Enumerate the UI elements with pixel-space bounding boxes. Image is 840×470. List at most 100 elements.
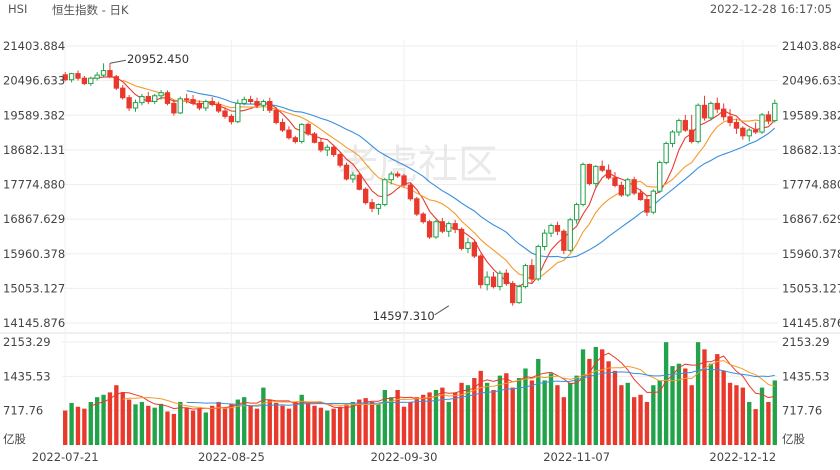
candle-body: [554, 225, 561, 232]
candle-body: [350, 174, 356, 180]
candle: [164, 90, 171, 106]
volume-bar: [580, 349, 586, 445]
candle-body: [541, 232, 548, 248]
volume-bar: [433, 389, 439, 445]
candle-body: [414, 198, 420, 215]
candle-body: [228, 115, 235, 123]
candle: [714, 97, 720, 113]
volume-bars: [63, 342, 777, 445]
price-tick-right: 15053.127: [782, 281, 840, 295]
candle-body: [663, 142, 669, 164]
volume-bar: [759, 387, 765, 445]
candle-body: [279, 121, 286, 131]
price-tick-right: 15960.378: [782, 247, 840, 261]
candle: [529, 259, 535, 283]
date-tick: 2022-09-30: [371, 450, 438, 464]
candle: [612, 172, 618, 188]
volume-bar: [299, 394, 304, 445]
candle-body: [324, 146, 330, 151]
candle: [746, 128, 752, 142]
volume-bar: [107, 392, 113, 445]
candle-body: [765, 114, 772, 122]
volume-bar: [484, 382, 490, 445]
candle-body: [752, 129, 759, 133]
volume-tick-left: 2153.29: [3, 335, 51, 349]
volume-bar: [561, 397, 567, 445]
price-tick-left: 21403.884: [3, 39, 65, 53]
volume-bar: [267, 399, 272, 445]
annotation-leader: [109, 59, 127, 64]
candle-body: [490, 276, 497, 288]
candle-body: [177, 98, 183, 114]
volume-bar: [715, 354, 720, 445]
candle: [618, 181, 625, 197]
candle-body: [478, 255, 484, 286]
candle-body: [522, 265, 529, 288]
candle-body: [62, 74, 68, 81]
volume-bar: [69, 402, 74, 445]
volume-bar: [440, 387, 445, 445]
volume-bar: [663, 342, 669, 445]
volume-bar: [612, 370, 618, 445]
candle-body: [356, 174, 362, 190]
volume-bar: [766, 401, 771, 445]
candle-body: [599, 165, 605, 171]
candle: [375, 203, 382, 215]
volume-bar: [75, 406, 81, 445]
candle-body: [337, 154, 343, 166]
candles: [62, 63, 778, 306]
volume-bar: [273, 402, 279, 445]
candle: [145, 91, 151, 105]
volume-bar: [254, 408, 260, 445]
volume-bar: [491, 389, 496, 445]
candle-body: [331, 146, 337, 156]
candle-body: [164, 92, 171, 104]
candle-body: [433, 221, 439, 238]
volume-bar: [242, 397, 247, 445]
volume-bar: [261, 387, 266, 445]
candle: [752, 122, 759, 134]
volume-bar: [593, 346, 598, 445]
candle: [286, 126, 292, 140]
candle: [343, 162, 350, 181]
volume-bar: [644, 401, 650, 445]
volume-bar: [638, 394, 643, 445]
candle-body: [68, 73, 75, 81]
price-tick-left: 20496.633: [3, 74, 65, 88]
candle-body: [580, 163, 586, 206]
candle-body: [222, 110, 228, 117]
candle-body: [196, 102, 203, 109]
volume-bar: [376, 404, 381, 445]
candle: [107, 63, 113, 79]
price-tick-right: 17774.880: [782, 178, 840, 192]
candle: [273, 107, 279, 125]
price-tick-left: 17774.880: [3, 178, 65, 192]
candle-body: [273, 109, 279, 123]
candle: [689, 114, 695, 144]
volume-bar: [344, 404, 349, 445]
candle-body: [625, 179, 631, 196]
candle-body: [535, 246, 541, 280]
candle-body: [452, 223, 458, 230]
candle-body: [81, 77, 88, 85]
candle: [605, 164, 612, 180]
watermark-text: 老虎社区: [338, 142, 498, 188]
date-tick: 2022-12-12: [709, 450, 776, 464]
volume-bar: [382, 389, 388, 445]
volume-bar: [395, 389, 400, 445]
volume-bar: [389, 397, 394, 445]
volume-bar: [222, 408, 228, 445]
candle: [446, 221, 452, 237]
volume-bar: [625, 382, 630, 445]
candle: [695, 103, 701, 144]
candle: [152, 93, 158, 105]
candle-body: [299, 123, 305, 143]
annotation-leader: [434, 305, 450, 316]
volume-bar: [548, 373, 554, 445]
volume-bar: [235, 399, 240, 445]
candle-body: [567, 219, 573, 251]
candle: [75, 70, 81, 81]
candle: [388, 171, 394, 185]
volume-bar: [63, 410, 68, 445]
